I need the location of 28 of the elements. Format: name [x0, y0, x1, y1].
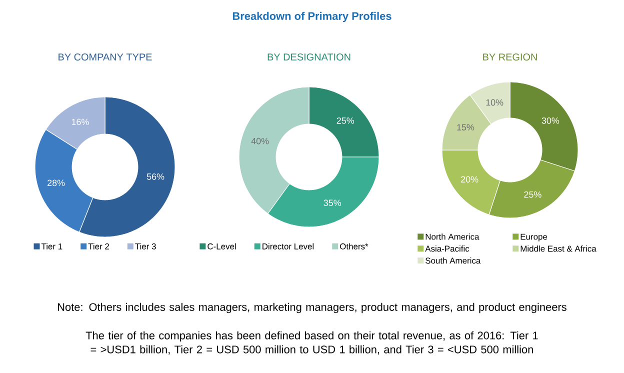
legend-label: Tier 1 — [41, 243, 62, 250]
data-label: 16% — [72, 118, 89, 126]
legend-label: Europe — [520, 234, 548, 242]
text: The tier of the companies has been defined based on their total revenue, as of 2016: Tier 1 = >USD1 billion, Tier 2 = USD 500 million to USD 1 billion, and Tier 3 = <USD 500 million — [86, 331, 538, 355]
chart-title: BY DESIGNATION — [268, 53, 350, 61]
data-label: 35% — [324, 200, 342, 206]
legend-label: Asia-Pacific — [425, 245, 470, 252]
legend-label: Others* — [340, 243, 368, 250]
legend-label: Tier 3 — [135, 243, 156, 250]
data-label: 25% — [524, 191, 542, 198]
legend-label: Tier 2 — [88, 243, 109, 250]
legend-label: North America — [426, 234, 480, 240]
data-label: 40% — [251, 138, 269, 144]
legend-label: South America — [426, 257, 481, 264]
chart-title: BY COMPANY TYPE — [58, 53, 152, 61]
legend-label: Middle East & Africa — [520, 245, 596, 252]
data-label: 28% — [48, 180, 65, 186]
data-label: 25% — [336, 117, 354, 124]
data-label: 56% — [146, 173, 164, 180]
text: Note: Others includes sales managers, marketing managers, product managers, and product engineers — [58, 302, 566, 314]
legend-label: Director Level — [262, 243, 314, 250]
data-label: 15% — [457, 124, 474, 130]
legend-label: C-Level — [208, 243, 236, 250]
chart-title: BY REGION — [483, 53, 537, 61]
data-label: 10% — [486, 99, 504, 106]
text: Breakdown of Primary Profiles — [232, 12, 392, 22]
data-label: 20% — [461, 176, 478, 183]
data-label: 30% — [542, 117, 560, 124]
